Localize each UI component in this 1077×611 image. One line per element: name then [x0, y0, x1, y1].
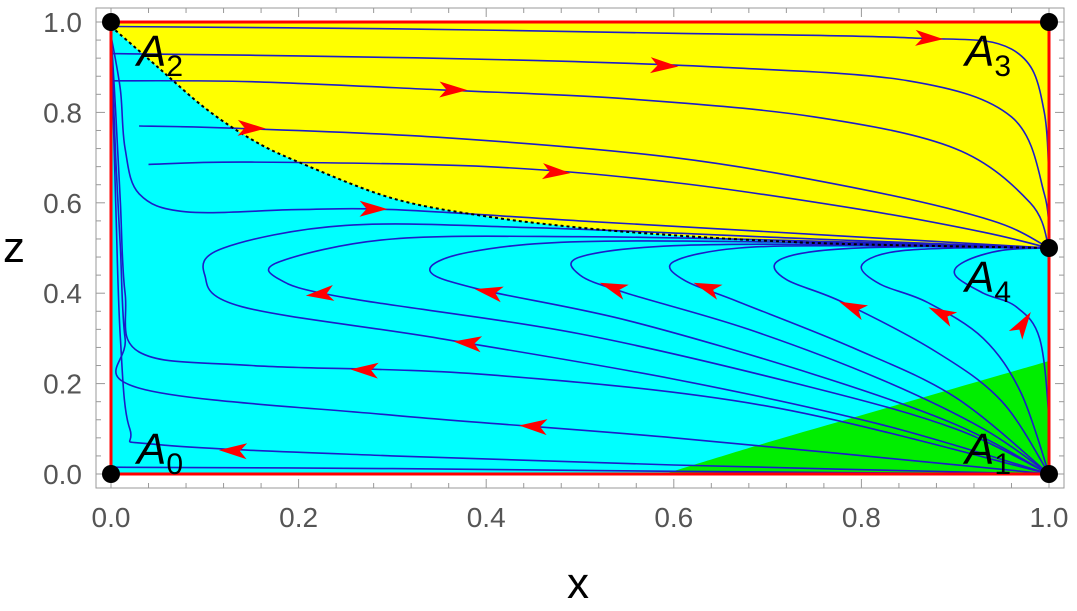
direction-arrow: [519, 419, 548, 436]
direction-arrow: [453, 336, 483, 353]
critical-point-label: A4: [962, 253, 1011, 309]
y-tick-label: 0.8: [43, 97, 82, 128]
critical-point-labels: A0 A1 A2 A3 A4: [134, 27, 1011, 481]
direction-arrow: [237, 119, 266, 136]
direction-arrow: [650, 57, 679, 74]
trajectory-line: [110, 30, 1050, 475]
trajectory-line: [110, 25, 1050, 249]
y-tick-label: 1.0: [43, 7, 82, 38]
x-tick-label: 0.0: [92, 502, 131, 533]
separatrix-curve: [110, 25, 1050, 249]
x-tick-label: 0.8: [842, 502, 881, 533]
critical-point-marker: [102, 13, 120, 31]
direction-arrow: [928, 307, 958, 327]
x-tick-labels: 0.0 0.2 0.4 0.6 0.8 1.0: [92, 502, 1069, 533]
trajectory-line: [860, 246, 1050, 475]
critical-point-label: A1: [962, 425, 1011, 481]
trajectory-line: [110, 30, 1050, 475]
trajectory-line: [773, 245, 1050, 475]
arrow-layer: [218, 29, 1031, 460]
x-tick-label: 0.2: [279, 502, 318, 533]
critical-point-marker: [1040, 465, 1058, 483]
trajectory-line: [429, 240, 1050, 475]
trajectory-line: [110, 35, 1050, 249]
y-axis-title: z: [3, 223, 25, 272]
trajectory-line: [267, 235, 1050, 475]
direction-arrow: [474, 286, 504, 303]
trajectory-line: [110, 79, 1050, 249]
y-tick-label: 0.4: [43, 278, 82, 309]
trajectory-line: [148, 161, 1050, 249]
axis-frame: [95, 7, 1065, 489]
y-tick-labels: 0.0 0.2 0.4 0.6 0.8 1.0: [43, 7, 82, 490]
x-axis-title: x: [567, 559, 589, 608]
critical-point-marker: [1040, 239, 1058, 257]
direction-arrow: [439, 81, 468, 98]
x-tick-label: 0.6: [654, 502, 693, 533]
direction-arrow: [218, 443, 248, 460]
critical-point-label: A0: [134, 425, 183, 481]
plot-frame: [95, 7, 1065, 489]
direction-arrow: [359, 200, 388, 217]
critical-point-label: A3: [962, 27, 1011, 83]
critical-points: [102, 13, 1058, 483]
trajectory-line: [668, 244, 1050, 475]
direction-arrow: [350, 362, 379, 379]
y-tick-label: 0.0: [43, 459, 82, 490]
critical-point-marker: [1040, 13, 1058, 31]
direction-arrow: [693, 282, 723, 300]
x-tick-label: 0.4: [467, 502, 506, 533]
tick-marks: [96, 8, 1064, 488]
x-tick-label: 1.0: [1030, 502, 1069, 533]
direction-arrow: [599, 282, 629, 300]
direction-arrow: [305, 284, 335, 301]
direction-arrow: [915, 29, 944, 46]
critical-point-marker: [102, 465, 120, 483]
trajectory-layer: [110, 25, 1051, 475]
direction-arrow: [541, 163, 571, 180]
direction-arrow: [839, 301, 869, 321]
trajectory-line: [202, 223, 1050, 475]
yellow-region: [111, 22, 1049, 248]
y-tick-label: 0.2: [43, 369, 82, 400]
trajectory-line: [110, 30, 1050, 475]
y-tick-label: 0.6: [43, 188, 82, 219]
direction-arrow: [1008, 311, 1031, 340]
trajectory-line: [570, 243, 1050, 475]
trajectory-line: [110, 52, 1050, 249]
critical-point-label: A2: [134, 27, 183, 83]
